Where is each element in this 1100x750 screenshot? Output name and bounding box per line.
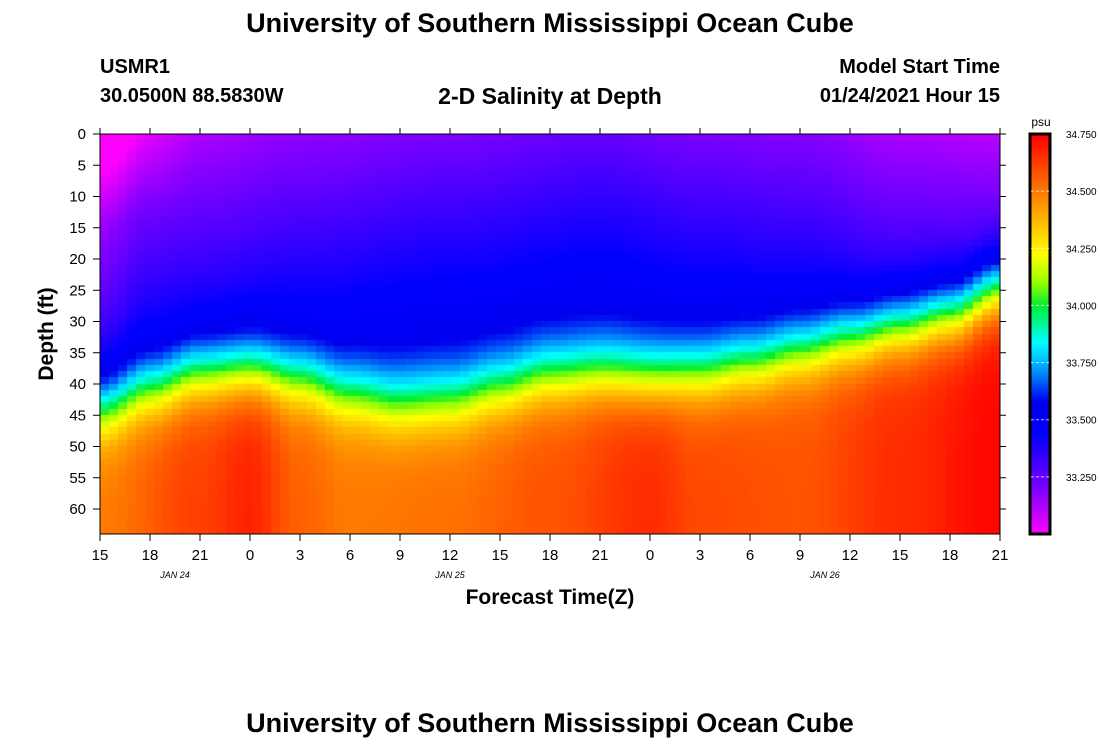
model-start-label: Model Start Time: [839, 56, 1000, 78]
y-tick-label: 20: [69, 251, 86, 268]
y-tick-label: 35: [69, 345, 86, 362]
y-tick-label: 0: [78, 126, 86, 143]
x-tick-label: 12: [442, 547, 459, 564]
x-tick-label: 21: [192, 547, 209, 564]
x-tick-label: 0: [646, 547, 654, 564]
x-axis: 15 18 21 0 3 6 9 12 15 18 21 0 3 6 9 12 15 18 21: [92, 128, 1009, 564]
colorbar-tick-label: 33.500: [1066, 416, 1097, 427]
colorbar-ticks: 34.750 34.500 34.250 34.000 33.750 33.500 33.2…: [1031, 130, 1097, 484]
x-tick-label: 6: [746, 547, 754, 564]
y-tick-label: 25: [69, 282, 86, 299]
x-tick-label: 15: [92, 547, 109, 564]
salinity-heatmap: [100, 134, 1000, 534]
station-id: USMR1: [100, 56, 171, 78]
y-tick-label: 10: [69, 189, 86, 206]
y-axis-label: Depth (ft): [35, 287, 58, 380]
colorbar-tick-label: 34.500: [1066, 187, 1097, 198]
y-tick-label: 5: [78, 157, 86, 174]
x-tick-label: 3: [696, 547, 704, 564]
x-tick-label: 6: [346, 547, 354, 564]
colorbar-tick-label: 33.750: [1066, 359, 1097, 370]
date-labels: JAN 24 JAN 25 JAN 26: [159, 570, 840, 580]
x-tick-label: 9: [396, 547, 404, 564]
page-title: University of Southern Mississippi Ocean…: [246, 8, 854, 38]
date-label: JAN 26: [809, 570, 840, 580]
x-tick-label: 9: [796, 547, 804, 564]
chart-title: 2-D Salinity at Depth: [438, 83, 662, 109]
x-tick-label: 0: [246, 547, 254, 564]
x-tick-label: 18: [942, 547, 959, 564]
date-label: JAN 25: [434, 570, 466, 580]
y-tick-label: 55: [69, 470, 86, 487]
footer-title: University of Southern Mississippi Ocean…: [246, 708, 854, 738]
y-tick-label: 45: [69, 407, 86, 424]
colorbar-tick-label: 33.250: [1066, 473, 1097, 484]
y-tick-label: 40: [69, 376, 86, 393]
colorbar-gradient: [1030, 134, 1050, 534]
colorbar-unit: psu: [1031, 115, 1050, 129]
x-tick-label: 15: [892, 547, 909, 564]
y-tick-label: 15: [69, 220, 86, 237]
y-tick-label: 30: [69, 314, 86, 331]
model-start-value: 01/24/2021 Hour 15: [819, 85, 1000, 107]
x-tick-label: 21: [592, 547, 609, 564]
x-axis-label: Forecast Time(Z): [466, 586, 635, 609]
y-tick-label: 60: [69, 501, 86, 518]
colorbar-tick-label: 34.750: [1066, 130, 1097, 141]
colorbar-frame: [1028, 132, 1052, 536]
x-tick-label: 15: [492, 547, 509, 564]
y-axis: 0 5 10 15 20 25 30 35 40 45 50 55 60: [69, 126, 1006, 518]
x-tick-label: 18: [142, 547, 159, 564]
station-coordinates: 30.0500N 88.5830W: [100, 85, 284, 107]
plot-frame: [99, 133, 1001, 535]
x-tick-label: 18: [542, 547, 559, 564]
colorbar-tick-label: 34.250: [1066, 244, 1097, 255]
date-label: JAN 24: [159, 570, 190, 580]
x-tick-label: 3: [296, 547, 304, 564]
x-tick-label: 12: [842, 547, 859, 564]
x-tick-label: 21: [992, 547, 1009, 564]
colorbar-tick-label: 34.000: [1066, 301, 1097, 312]
y-tick-label: 50: [69, 439, 86, 456]
